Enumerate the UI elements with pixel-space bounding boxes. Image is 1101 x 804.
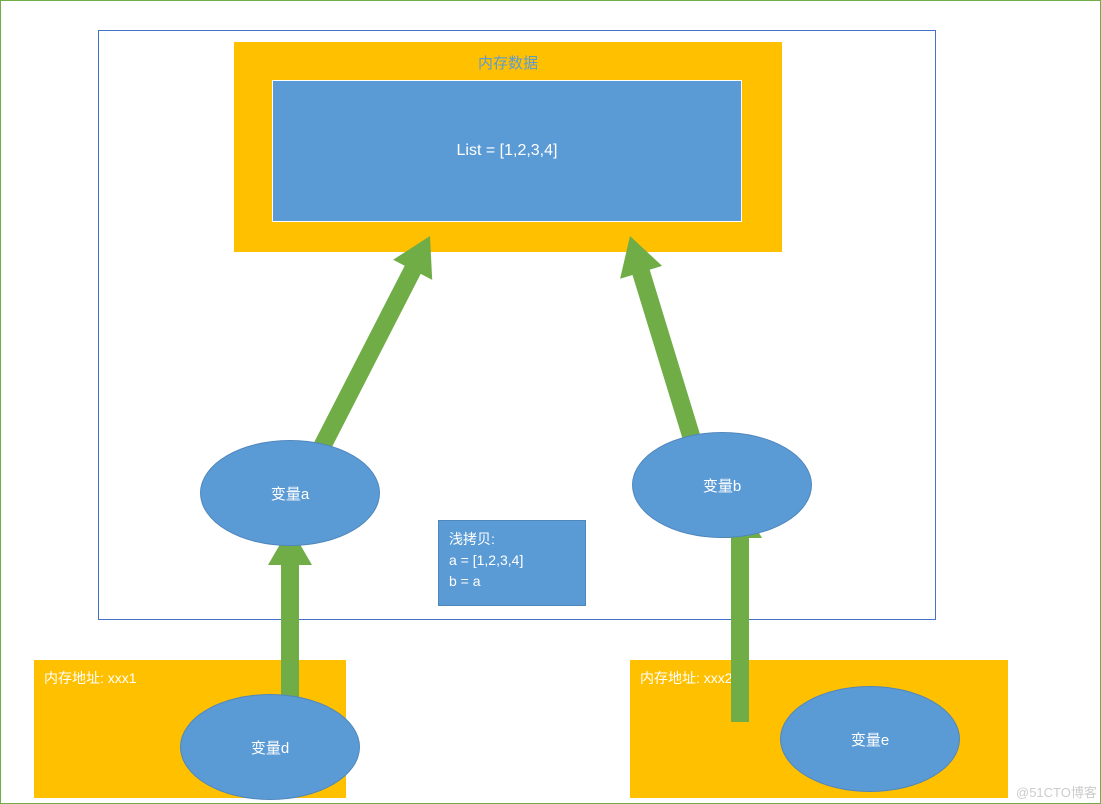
- variable-a-label: 变量a: [271, 483, 309, 504]
- address-left-text: 内存地址: xxx1: [44, 670, 137, 686]
- info-line-3: b = a: [449, 571, 575, 592]
- list-data-text: List = [1,2,3,4]: [457, 142, 558, 160]
- address-right-text: 内存地址: xxx2: [640, 670, 733, 686]
- info-line-2: a = [1,2,3,4]: [449, 550, 575, 571]
- variable-e: 变量e: [780, 686, 960, 792]
- variable-a: 变量a: [200, 440, 380, 546]
- memory-title: 内存数据: [234, 52, 782, 73]
- list-data-box: List = [1,2,3,4]: [272, 80, 742, 222]
- info-line-1: 浅拷贝:: [449, 529, 575, 550]
- shallow-copy-info: 浅拷贝: a = [1,2,3,4] b = a: [438, 520, 586, 606]
- watermark: @51CTO博客: [1016, 782, 1097, 801]
- variable-e-label: 变量e: [851, 729, 889, 750]
- variable-b-label: 变量b: [703, 475, 741, 496]
- variable-d: 变量d: [180, 694, 360, 800]
- variable-d-label: 变量d: [251, 737, 289, 758]
- variable-b: 变量b: [632, 432, 812, 538]
